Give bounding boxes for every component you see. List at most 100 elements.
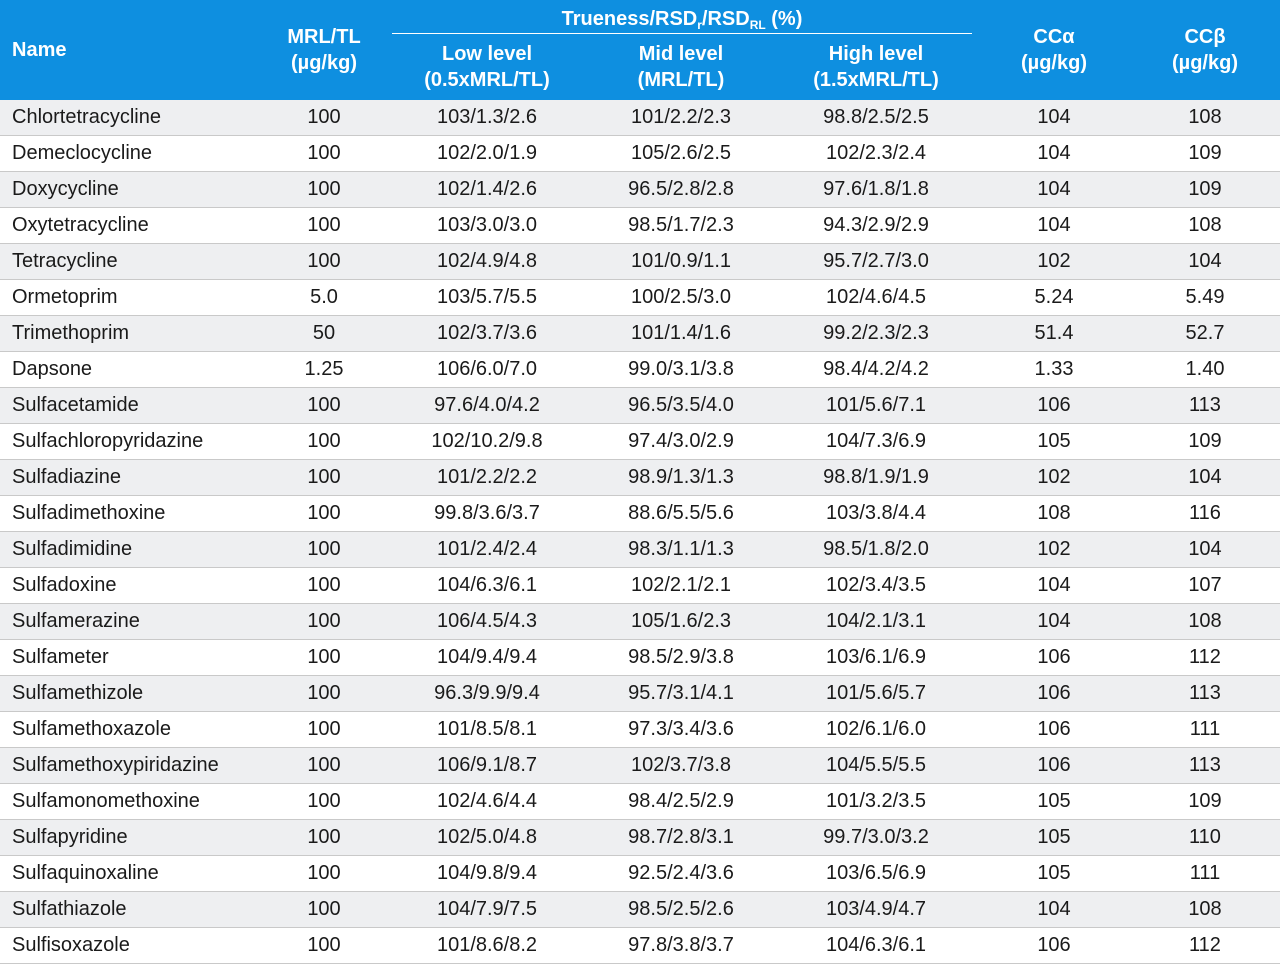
header-cca-line2: (µg/kg) — [1021, 52, 1087, 74]
cell-cc-alpha: 106 — [978, 675, 1130, 712]
cell-low-level: 102/5.0/4.8 — [386, 819, 588, 856]
cell-high-level: 94.3/2.9/2.9 — [774, 207, 978, 244]
table-row: Sulfamethoxazole 100 101/8.5/8.1 97.3/3.4/3… — [0, 711, 1280, 748]
cell-mrl: 100 — [262, 243, 386, 280]
cell-mrl: 100 — [262, 100, 386, 136]
cell-mid-level: 105/2.6/2.5 — [588, 135, 774, 172]
header-high-line2: (1.5xMRL/TL) — [813, 69, 939, 91]
cell-cc-alpha: 106 — [978, 927, 1130, 964]
cell-high-level: 104/7.3/6.9 — [774, 423, 978, 460]
table-row: Oxytetracycline 100 103/3.0/3.0 98.5/1.7/2.… — [0, 207, 1280, 244]
cell-low-level: 102/2.0/1.9 — [386, 135, 588, 172]
cell-mrl: 100 — [262, 567, 386, 604]
cell-cc-beta: 5.49 — [1130, 279, 1280, 316]
cell-mid-level: 98.3/1.1/1.3 — [588, 531, 774, 568]
cell-name: Sulfadimidine — [0, 531, 262, 568]
cell-high-level: 98.8/1.9/1.9 — [774, 459, 978, 496]
cell-mid-level: 97.3/3.4/3.6 — [588, 711, 774, 748]
cell-high-level: 102/6.1/6.0 — [774, 711, 978, 748]
table-row: Chlortetracycline 100 103/1.3/2.6 101/2.2/2… — [0, 100, 1280, 136]
cell-low-level: 102/3.7/3.6 — [386, 315, 588, 352]
cell-name: Doxycycline — [0, 171, 262, 208]
cell-name: Demeclocycline — [0, 135, 262, 172]
cell-cc-alpha: 1.33 — [978, 351, 1130, 388]
cell-mid-level: 98.9/1.3/1.3 — [588, 459, 774, 496]
cell-mid-level: 105/1.6/2.3 — [588, 603, 774, 640]
cell-name: Sulfamethoxazole — [0, 711, 262, 748]
cell-low-level: 97.6/4.0/4.2 — [386, 387, 588, 424]
cell-low-level: 103/1.3/2.6 — [386, 100, 588, 136]
cell-mrl: 100 — [262, 459, 386, 496]
cell-cc-beta: 108 — [1130, 891, 1280, 928]
table-body: Chlortetracycline 100 103/1.3/2.6 101/2.2/2… — [0, 100, 1280, 964]
cell-mid-level: 97.8/3.8/3.7 — [588, 927, 774, 964]
cell-cc-alpha: 104 — [978, 567, 1130, 604]
cell-mrl: 100 — [262, 675, 386, 712]
cell-low-level: 104/7.9/7.5 — [386, 891, 588, 928]
cell-mrl: 100 — [262, 531, 386, 568]
cell-cc-alpha: 104 — [978, 171, 1130, 208]
cell-high-level: 99.2/2.3/2.3 — [774, 315, 978, 352]
cell-mrl: 100 — [262, 747, 386, 784]
table-row: Doxycycline 100 102/1.4/2.6 96.5/2.8/2.8 97.… — [0, 171, 1280, 208]
cell-mrl: 50 — [262, 315, 386, 352]
header-mrl: MRL/TL (µg/kg) — [262, 0, 386, 100]
cell-low-level: 104/6.3/6.1 — [386, 567, 588, 604]
cell-cc-alpha: 106 — [978, 711, 1130, 748]
cell-high-level: 102/3.4/3.5 — [774, 567, 978, 604]
cell-low-level: 103/5.7/5.5 — [386, 279, 588, 316]
cell-low-level: 103/3.0/3.0 — [386, 207, 588, 244]
cell-name: Dapsone — [0, 351, 262, 388]
cell-cc-beta: 109 — [1130, 135, 1280, 172]
cell-mid-level: 101/2.2/2.3 — [588, 100, 774, 136]
cell-cc-alpha: 105 — [978, 819, 1130, 856]
cell-cc-alpha: 104 — [978, 891, 1130, 928]
cell-cc-alpha: 104 — [978, 135, 1130, 172]
cell-mid-level: 98.5/2.5/2.6 — [588, 891, 774, 928]
cell-mrl: 100 — [262, 819, 386, 856]
cell-mid-level: 101/1.4/1.6 — [588, 315, 774, 352]
cell-high-level: 97.6/1.8/1.8 — [774, 171, 978, 208]
cell-cc-alpha: 102 — [978, 243, 1130, 280]
cell-mrl: 100 — [262, 207, 386, 244]
cell-mid-level: 98.5/2.9/3.8 — [588, 639, 774, 676]
header-mid-level: Mid level (MRL/TL) — [588, 34, 774, 100]
table-row: Sulfadiazine 100 101/2.2/2.2 98.9/1.3/1.3 98… — [0, 459, 1280, 496]
cell-high-level: 103/6.5/6.9 — [774, 855, 978, 892]
cell-cc-beta: 104 — [1130, 459, 1280, 496]
header-mrl-line2: (µg/kg) — [291, 52, 357, 74]
cell-mrl: 100 — [262, 495, 386, 532]
cell-name: Tetracycline — [0, 243, 262, 280]
cell-cc-alpha: 102 — [978, 459, 1130, 496]
cell-cc-beta: 110 — [1130, 819, 1280, 856]
cell-cc-beta: 109 — [1130, 171, 1280, 208]
cell-low-level: 101/2.4/2.4 — [386, 531, 588, 568]
cell-name: Sulfadiazine — [0, 459, 262, 496]
table-row: Sulfadoxine 100 104/6.3/6.1 102/2.1/2.1 102/… — [0, 567, 1280, 604]
cell-high-level: 98.4/4.2/4.2 — [774, 351, 978, 388]
cell-mid-level: 102/3.7/3.8 — [588, 747, 774, 784]
table-row: Tetracycline 100 102/4.9/4.8 101/0.9/1.1 95.… — [0, 243, 1280, 280]
cell-low-level: 96.3/9.9/9.4 — [386, 675, 588, 712]
header-low-level: Low level (0.5xMRL/TL) — [386, 34, 588, 100]
table-row: Sulfamerazine 100 106/4.5/4.3 105/1.6/2.3 10… — [0, 603, 1280, 640]
header-group-prefix: Trueness/RSD — [561, 8, 698, 30]
cell-high-level: 101/5.6/7.1 — [774, 387, 978, 424]
header-mid-line2: (MRL/TL) — [637, 69, 725, 91]
cell-name: Sulfacetamide — [0, 387, 262, 424]
cell-cc-beta: 112 — [1130, 639, 1280, 676]
cell-cc-beta: 107 — [1130, 567, 1280, 604]
cell-cc-alpha: 104 — [978, 603, 1130, 640]
header-cc-beta: CCβ (µg/kg) — [1130, 0, 1280, 100]
header-high-line1: High level — [828, 43, 924, 65]
header-low-line1: Low level — [441, 43, 533, 65]
cell-name: Sulfisoxazole — [0, 927, 262, 964]
cell-mrl: 100 — [262, 891, 386, 928]
cell-cc-beta: 108 — [1130, 603, 1280, 640]
cell-high-level: 99.7/3.0/3.2 — [774, 819, 978, 856]
header-group-mid: /RSD — [701, 8, 750, 30]
cell-mid-level: 98.5/1.7/2.3 — [588, 207, 774, 244]
table-row: Trimethoprim 50 102/3.7/3.6 101/1.4/1.6 99.2… — [0, 315, 1280, 352]
cell-high-level: 98.8/2.5/2.5 — [774, 100, 978, 136]
cell-mrl: 5.0 — [262, 279, 386, 316]
